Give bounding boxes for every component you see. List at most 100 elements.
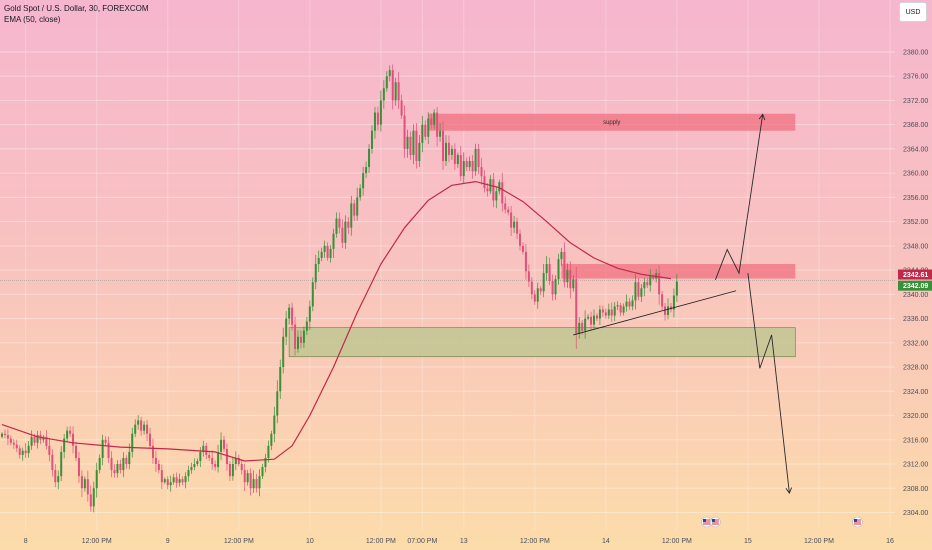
y-tick-label: 2360.00 (903, 171, 928, 178)
candle (557, 259, 560, 280)
candle (495, 191, 498, 201)
candle (291, 307, 294, 325)
candle (468, 161, 471, 168)
candle (471, 161, 474, 172)
candle (412, 130, 415, 155)
candle (317, 257, 320, 265)
candle (427, 118, 430, 137)
candle (196, 460, 199, 465)
candle (341, 227, 344, 243)
candle (267, 445, 270, 458)
candle (332, 233, 335, 249)
candle (595, 315, 598, 319)
candle (575, 279, 578, 334)
candle (190, 467, 193, 471)
candle (504, 203, 507, 210)
candle (202, 445, 205, 452)
symbol-title[interactable]: Gold Spot / U.S. Dollar, 30, FOREXCOM (4, 4, 149, 13)
candle (104, 439, 107, 443)
x-tick-label: 12:00 PM (662, 538, 692, 545)
us-flag-icon-stripe (853, 519, 861, 521)
candle (409, 136, 412, 155)
x-tick-label: 10 (306, 538, 314, 545)
y-tick-label: 2316.00 (903, 437, 928, 444)
candle (584, 318, 587, 331)
candle (459, 154, 462, 177)
candle (302, 330, 305, 343)
candle (175, 477, 178, 483)
candle (672, 295, 675, 310)
candle (640, 288, 643, 297)
candle (371, 130, 373, 149)
candle (548, 264, 551, 282)
indicator-legend[interactable]: EMA (50, close) (4, 15, 61, 24)
candle (347, 221, 350, 228)
x-tick-label: 12:00 PM (804, 538, 834, 545)
price-axis[interactable]: 2304.00 2308.00 2312.00 2316.00 2320.00 2324.… (898, 49, 932, 517)
ema-layer (1, 181, 672, 462)
candle (27, 445, 30, 454)
grid (0, 280, 895, 281)
candle (542, 273, 545, 292)
candle (178, 479, 181, 483)
candle (279, 367, 282, 392)
candle (234, 457, 237, 465)
candle (421, 124, 424, 143)
candle (513, 221, 516, 228)
candle (258, 476, 261, 489)
projection-up-arrow-arrowhead (758, 113, 766, 121)
candle (477, 148, 480, 168)
candle (388, 70, 391, 77)
candle (119, 464, 122, 471)
candle (246, 473, 249, 483)
candle (48, 445, 51, 455)
candle (6, 434, 9, 439)
candle (51, 454, 54, 471)
us-flag-icon-stripe (711, 523, 719, 525)
y-tick-label: 2312.00 (903, 462, 928, 469)
candle (299, 336, 302, 343)
candle (249, 473, 252, 489)
candle (282, 336, 285, 368)
candle (225, 448, 228, 465)
candle (122, 457, 125, 471)
candle (98, 457, 101, 471)
time-axis[interactable]: 8 12:00 PM 9 12:00 PM 10 12:00 PM 07:00 PM 13 12… (24, 516, 894, 545)
candle (3, 433, 6, 435)
y-tick-label: 2308.00 (903, 486, 928, 493)
candle (220, 439, 223, 452)
candle (285, 318, 288, 337)
candle (66, 430, 69, 439)
currency-button[interactable]: USD (899, 2, 927, 22)
candle (181, 479, 184, 483)
candle (15, 444, 18, 449)
candle (86, 479, 89, 495)
candle (214, 464, 217, 468)
drawings-layer (573, 113, 793, 495)
candle (231, 464, 234, 477)
candle (643, 282, 646, 289)
candle (160, 470, 163, 483)
candle (658, 273, 661, 295)
us-flag-icon-canton (853, 519, 857, 522)
candle (447, 142, 450, 155)
us-flag-icon-stripe (711, 519, 719, 521)
candle (551, 281, 554, 295)
candle (456, 154, 459, 165)
candle (344, 221, 347, 243)
us-flag-icon (852, 516, 863, 528)
candle (270, 433, 273, 446)
candle (95, 470, 98, 489)
candle (498, 182, 501, 192)
candle (116, 464, 119, 474)
candle (631, 300, 634, 307)
candle (288, 307, 291, 319)
candle (480, 167, 483, 177)
x-tick-label: 15 (744, 538, 752, 545)
us-flag-icon-stripe (853, 523, 861, 525)
y-tick-label: 2364.00 (903, 146, 928, 153)
candle (261, 467, 264, 477)
candle (172, 477, 175, 483)
us-flag-icon-stripe (702, 521, 710, 523)
